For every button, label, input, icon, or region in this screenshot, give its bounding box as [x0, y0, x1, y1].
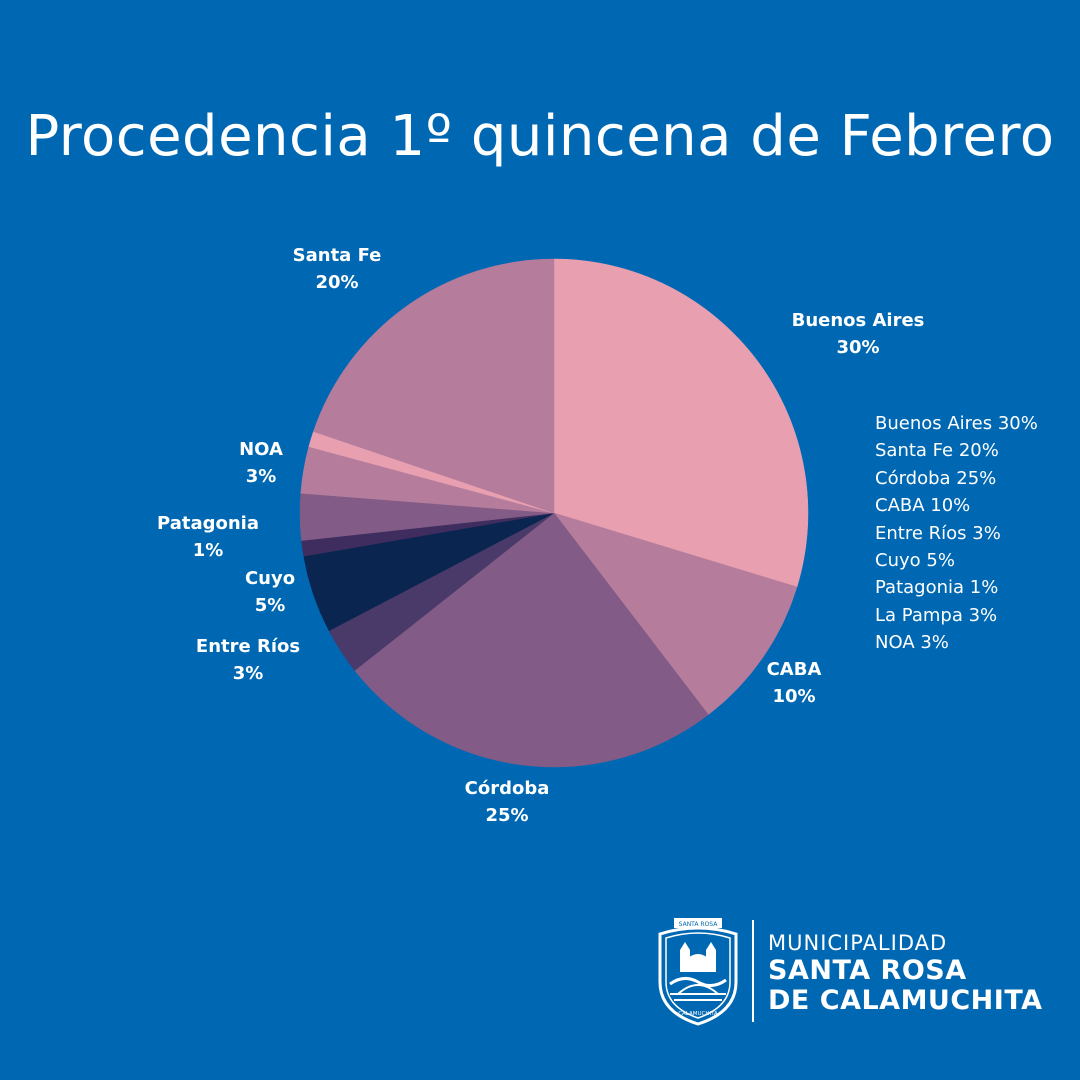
slice-label-name: Córdoba	[465, 778, 550, 799]
logo-line-santa-rosa: SANTA ROSA	[768, 955, 967, 986]
municipality-logo: SANTA ROSA CALAMUCHITA MUNICIPALIDAD SAN…	[652, 912, 1052, 1032]
slice-label-value: 3%	[246, 466, 277, 487]
pie-slices	[299, 258, 809, 768]
legend-item: Córdoba 25%	[875, 467, 997, 489]
legend-item: Santa Fe 20%	[875, 440, 999, 462]
slice-label-name: Entre Ríos	[196, 636, 300, 657]
legend-item: Cuyo 5%	[875, 550, 955, 572]
legend-item: Patagonia 1%	[875, 577, 999, 599]
logo-line-calamuchita: DE CALAMUCHITA	[768, 985, 1043, 1016]
legend-item: Entre Ríos 3%	[875, 522, 1001, 544]
slice-label-name: CABA	[767, 659, 822, 680]
slice-label-value: 5%	[255, 595, 286, 616]
pie-slice-caba	[553, 512, 798, 716]
slice-label-value: 20%	[315, 272, 358, 293]
slice-label-value: 25%	[485, 805, 528, 826]
svg-text:SANTA ROSA: SANTA ROSA	[679, 921, 719, 928]
legend-item: CABA 10%	[875, 495, 971, 517]
slice-label-name: Cuyo	[245, 568, 295, 589]
slice-label-name: Santa Fe	[293, 245, 382, 266]
logo-text: MUNICIPALIDAD SANTA ROSA DE CALAMUCHITA	[768, 930, 1043, 1016]
logo-divider	[752, 920, 754, 1022]
slice-label-name: Buenos Aires	[792, 310, 925, 331]
slice-label-value: 10%	[772, 686, 815, 707]
legend-item: NOA 3%	[875, 632, 949, 654]
pie-slice-buenos-aires	[553, 258, 809, 588]
slice-label-value: 30%	[836, 337, 879, 358]
slice-label-name: Patagonia	[157, 513, 259, 534]
legend: Buenos Aires 30% Santa Fe 20% Córdoba 25% C…	[875, 410, 1038, 657]
pie-slice-santa-fe	[313, 258, 555, 514]
logo-line-municipalidad: MUNICIPALIDAD	[768, 931, 948, 955]
legend-item: Buenos Aires 30%	[875, 413, 1038, 434]
coat-of-arms-icon: SANTA ROSA CALAMUCHITA	[658, 918, 738, 1026]
slice-label-name: NOA	[239, 439, 283, 460]
svg-text:CALAMUCHITA: CALAMUCHITA	[678, 1011, 718, 1017]
legend-item: La Pampa 3%	[875, 604, 998, 626]
slice-label-value: 1%	[193, 540, 224, 561]
pie-labels: Buenos Aires 30% CABA 10% Córdoba 25% Entre Rí…	[157, 245, 924, 826]
chart-title: Procedencia 1º quincena de Febrero	[25, 104, 1055, 169]
slice-label-value: 3%	[233, 663, 264, 684]
pie-slice-córdoba	[354, 512, 709, 768]
